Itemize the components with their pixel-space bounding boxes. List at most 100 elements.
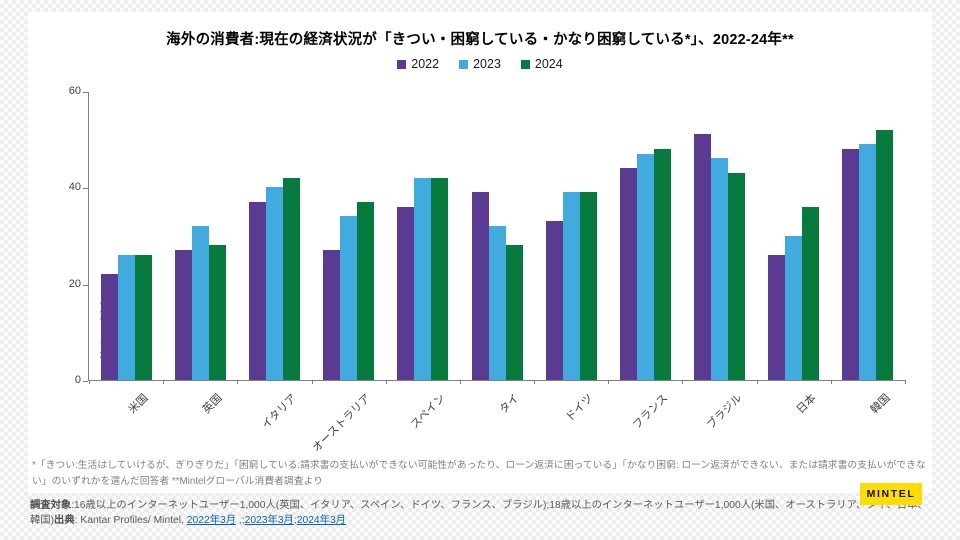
bar-group-7: ドイツ	[534, 92, 608, 424]
bar-group-6: タイ	[460, 92, 534, 416]
bar-group-2: 英国	[163, 92, 237, 416]
bar-group-1: 米国	[89, 92, 163, 416]
x-axis-tick	[459, 380, 461, 384]
legend-item-2024: 2024	[520, 57, 563, 71]
mintel-logo: MINTEL	[860, 483, 922, 505]
x-axis-label: 英国	[200, 392, 225, 417]
legend-swatch-icon	[520, 59, 530, 69]
x-axis-tick	[830, 380, 832, 384]
x-axis-label: ブラジル	[704, 392, 745, 432]
legend-swatch-icon	[459, 59, 469, 69]
bar-2024	[653, 148, 671, 380]
bar-2023	[859, 144, 877, 380]
bar-2022	[323, 249, 341, 380]
bar-2022	[100, 274, 118, 380]
plot-area: 回答者の割合(%) 米国英国イタリアオーストラリアスペインタイドイツフランスブラ…	[69, 85, 906, 455]
legend-label: 2024	[534, 57, 563, 71]
bar-2023	[562, 192, 580, 380]
x-axis-tick	[682, 380, 684, 384]
bar-group-4: オーストラリア	[311, 92, 386, 455]
x-axis-label: 韓国	[868, 392, 893, 417]
y-axis-tick-label: 60	[68, 85, 81, 97]
x-axis-tick	[385, 380, 387, 384]
bar-2023	[340, 216, 358, 380]
legend-label: 2023	[473, 57, 501, 71]
bar-2024	[802, 206, 820, 380]
survey-target-text: :16歳以上のインターネットユーザー1,000人(英国、イタリア、スペイン、ドイ…	[30, 500, 928, 527]
link-2023[interactable]: 2023年3月	[244, 515, 294, 527]
bar-2023	[191, 225, 209, 380]
bar-group-11: 韓国	[831, 92, 905, 416]
x-axis-label: ドイツ	[564, 392, 596, 424]
x-axis-label: 日本	[794, 392, 819, 417]
source-sep2: ;	[293, 515, 297, 527]
x-axis-tick	[756, 380, 758, 384]
y-axis-tick-label: 20	[68, 277, 81, 290]
x-axis-tick	[163, 380, 165, 384]
y-axis-tick-mark	[83, 284, 88, 286]
link-2022[interactable]: 2022年3月	[186, 515, 237, 527]
x-axis-tick	[237, 380, 239, 384]
y-axis-tick-mark	[83, 92, 88, 93]
bar-2024	[208, 245, 226, 380]
bar-2022	[397, 206, 415, 380]
bar-2024	[431, 177, 449, 380]
bar-2024	[505, 245, 523, 380]
bar-group-9: ブラジル	[683, 92, 757, 432]
bar-group-5: スペイン	[386, 92, 460, 431]
bar-group-8: フランス	[608, 92, 682, 432]
chart-footnote: *「きつい:生活はしていけるが、ぎりぎりだ」「困窮している:請求書の支払いができ…	[32, 460, 926, 488]
x-axis-tick	[608, 380, 610, 384]
y-axis-tick-mark	[83, 381, 88, 382]
bar-2023	[488, 225, 506, 380]
bar-group-3: イタリア	[237, 92, 311, 431]
legend-label: 2022	[411, 57, 440, 71]
x-axis-label: スペイン	[408, 392, 448, 432]
x-axis-label: オーストラリア	[310, 392, 374, 455]
bar-2023	[414, 177, 432, 380]
x-axis-tick	[905, 380, 906, 384]
bar-2022	[174, 249, 192, 380]
bar-2023	[636, 153, 654, 380]
x-axis-label: タイ	[497, 392, 522, 417]
bar-2024	[728, 172, 746, 380]
bar-2024	[282, 177, 300, 380]
source-text: : Kantar Profiles/ Mintel,	[74, 515, 187, 527]
y-axis-tick-mark	[83, 188, 88, 190]
source-sep1: ,;	[236, 515, 245, 527]
chart-title: 海外の消費者:現在の経済状況が「きつい・困窮している・かなり困窮している*」、2…	[166, 32, 794, 48]
link-2024[interactable]: 2024年3月	[296, 515, 346, 527]
bar-2023	[117, 254, 135, 380]
bar-2024	[579, 192, 597, 380]
bar-2022	[768, 254, 786, 380]
x-axis-tick	[534, 380, 536, 384]
bar-2024	[134, 254, 152, 380]
x-axis-label: イタリア	[259, 392, 300, 432]
bar-2022	[471, 192, 489, 380]
x-axis-tick	[89, 380, 90, 384]
slide-canvas: 海外の消費者:現在の経済状況が「きつい・困窮している・かなり困窮している*」、2…	[28, 12, 932, 493]
bar-2023	[785, 235, 803, 380]
bar-2022	[248, 201, 266, 380]
survey-target-label: 調査対象	[30, 500, 72, 511]
bar-2022	[619, 168, 637, 380]
survey-footer: 調査対象:16歳以上のインターネットユーザー1,000人(英国、イタリア、スペイ…	[30, 498, 935, 529]
y-axis-tick-label: 0	[74, 374, 81, 386]
legend-swatch-icon	[397, 59, 407, 69]
bar-2024	[876, 129, 894, 380]
legend-item-2022: 2022	[397, 57, 439, 71]
chart-legend: 2022 2023 2024	[28, 57, 932, 71]
bar-2023	[265, 187, 283, 380]
bar-group-10: 日本	[757, 92, 831, 416]
bar-2024	[357, 201, 375, 380]
x-axis-tick	[311, 380, 313, 384]
y-axis-tick-label: 40	[68, 181, 81, 194]
bar-2022	[694, 134, 712, 380]
bar-2023	[711, 158, 729, 380]
source-label: 出典	[54, 515, 75, 527]
bar-2022	[545, 221, 563, 380]
bar-2022	[842, 148, 860, 380]
x-axis-label: フランス	[630, 392, 671, 432]
legend-item-2023: 2023	[459, 57, 501, 71]
x-axis-label: 米国	[126, 392, 151, 417]
